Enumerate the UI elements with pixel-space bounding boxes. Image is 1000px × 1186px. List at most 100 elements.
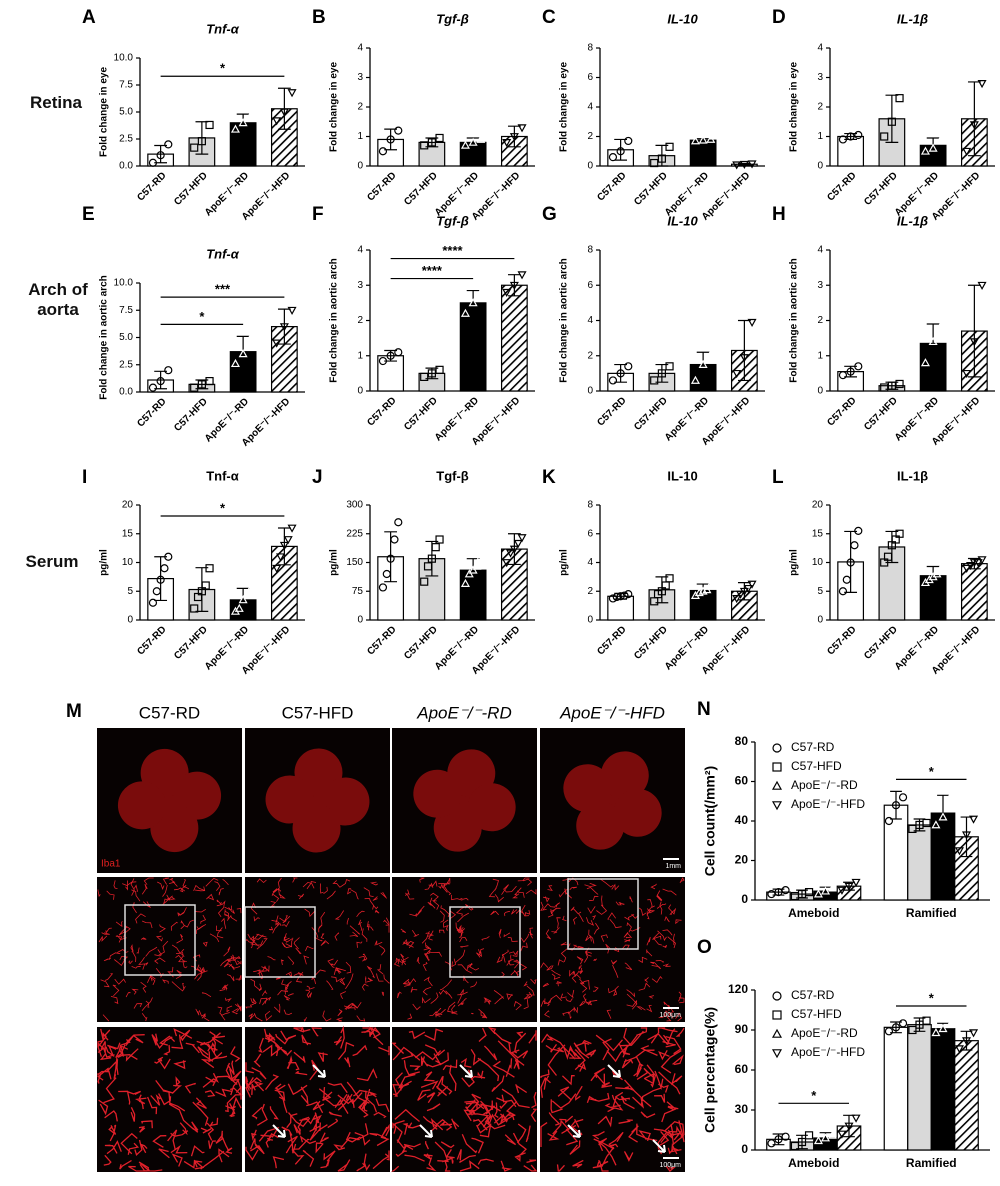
data-point bbox=[190, 383, 199, 392]
panel-letter: E bbox=[82, 204, 95, 225]
data-point bbox=[936, 321, 946, 330]
data-point bbox=[938, 1023, 948, 1033]
data-point bbox=[386, 351, 395, 360]
x-tick-label: C57-HFD bbox=[402, 170, 440, 208]
panel-letter: A bbox=[82, 7, 96, 28]
error-bar bbox=[277, 308, 291, 345]
bar bbox=[907, 1024, 932, 1151]
data-point bbox=[945, 1019, 955, 1029]
data-point bbox=[936, 134, 946, 143]
data-point bbox=[509, 281, 519, 290]
y-tick-label: 8 bbox=[587, 245, 593, 256]
data-point bbox=[920, 146, 930, 155]
data-point bbox=[895, 379, 904, 389]
x-tick-label: C57-RD bbox=[825, 624, 858, 657]
significance-label: *** bbox=[215, 282, 231, 297]
y-tick-label: 5.0 bbox=[119, 332, 133, 343]
data-point bbox=[936, 563, 946, 572]
x-tick-label: C57-RD bbox=[365, 624, 398, 657]
chart-title: IL-10 bbox=[667, 11, 698, 26]
y-tick-label: 3 bbox=[357, 280, 363, 291]
data-point bbox=[973, 559, 983, 568]
data-point bbox=[190, 604, 199, 613]
data-point bbox=[608, 594, 618, 603]
data-point bbox=[378, 147, 388, 156]
data-point bbox=[962, 564, 972, 573]
data-point bbox=[650, 158, 659, 168]
legend-label: C57-RD bbox=[791, 988, 835, 1002]
data-point bbox=[922, 1016, 931, 1025]
significance-label: * bbox=[199, 309, 205, 324]
y-tick-label: 0 bbox=[587, 161, 593, 172]
bar bbox=[960, 563, 988, 621]
x-tick-label: C57-HFD bbox=[172, 624, 210, 662]
y-tick-label: 75 bbox=[352, 586, 364, 597]
panel-letter: J bbox=[312, 467, 323, 488]
x-tick-label: C57-RD bbox=[825, 170, 858, 203]
data-point bbox=[891, 1023, 901, 1032]
chart-title: IL-1β bbox=[897, 11, 928, 26]
data-point bbox=[230, 358, 240, 368]
data-point bbox=[156, 575, 165, 584]
y-tick-label: 10.0 bbox=[114, 278, 134, 289]
data-point bbox=[732, 161, 742, 170]
data-point bbox=[854, 362, 863, 371]
data-point bbox=[771, 1049, 783, 1059]
y-tick-label: 2 bbox=[357, 315, 363, 326]
scale-bar-label: 1mm bbox=[665, 863, 681, 870]
y-tick-label: 6 bbox=[587, 280, 593, 291]
data-point bbox=[476, 552, 486, 561]
data-point bbox=[502, 139, 512, 148]
data-point bbox=[616, 147, 625, 156]
data-point bbox=[928, 143, 938, 152]
data-point bbox=[931, 820, 941, 829]
chart-title: IL-1β bbox=[897, 468, 928, 483]
chart-title: Tnf-α bbox=[206, 468, 239, 483]
y-axis-label: Fold change in aortic arch bbox=[99, 275, 110, 399]
y-tick-label: 8 bbox=[587, 500, 593, 511]
y-tick-label: 300 bbox=[346, 500, 363, 511]
data-point bbox=[828, 1130, 838, 1139]
data-point bbox=[287, 306, 297, 315]
y-tick-label: 0 bbox=[357, 386, 363, 397]
x-tick-label: C57-HFD bbox=[862, 624, 900, 662]
y-tick-label: 7.5 bbox=[119, 305, 133, 316]
arrow bbox=[652, 1139, 666, 1153]
retina-lobe bbox=[613, 788, 662, 837]
retina-flatmount bbox=[563, 751, 662, 850]
y-tick-label: 225 bbox=[346, 528, 363, 539]
data-point bbox=[747, 580, 757, 589]
data-point bbox=[624, 136, 633, 146]
data-point bbox=[846, 558, 855, 567]
column-label: C57-RD bbox=[139, 703, 200, 722]
data-point bbox=[908, 1025, 917, 1035]
significance-label: **** bbox=[442, 243, 463, 258]
retina-flatmount bbox=[413, 749, 516, 852]
microglia bbox=[390, 1026, 538, 1172]
y-tick-label: 6 bbox=[587, 72, 593, 83]
legend-label: ApoE⁻/⁻-HFD bbox=[791, 797, 865, 811]
data-point bbox=[931, 1027, 941, 1037]
y-tick-label: 0 bbox=[741, 892, 748, 906]
y-axis-label: Fold change in eye bbox=[559, 62, 570, 152]
data-point bbox=[854, 526, 863, 535]
data-point bbox=[435, 133, 444, 143]
data-point bbox=[431, 543, 440, 552]
data-point bbox=[732, 369, 742, 379]
x-tick-label: C57-RD bbox=[365, 395, 398, 428]
data-point bbox=[148, 598, 158, 607]
y-tick-label: 8 bbox=[587, 43, 593, 54]
data-point bbox=[837, 886, 847, 895]
data-point bbox=[517, 124, 527, 133]
data-point bbox=[813, 889, 823, 898]
bar bbox=[500, 548, 528, 621]
data-point bbox=[838, 371, 848, 380]
data-point bbox=[771, 780, 783, 790]
microglia bbox=[97, 877, 242, 1022]
retina-lobe bbox=[600, 751, 649, 800]
data-point bbox=[287, 524, 297, 533]
column-label: ApoE⁻/⁻-RD bbox=[416, 703, 511, 722]
data-point bbox=[966, 561, 976, 571]
y-tick-label: 2 bbox=[587, 586, 593, 597]
data-point bbox=[378, 356, 388, 366]
